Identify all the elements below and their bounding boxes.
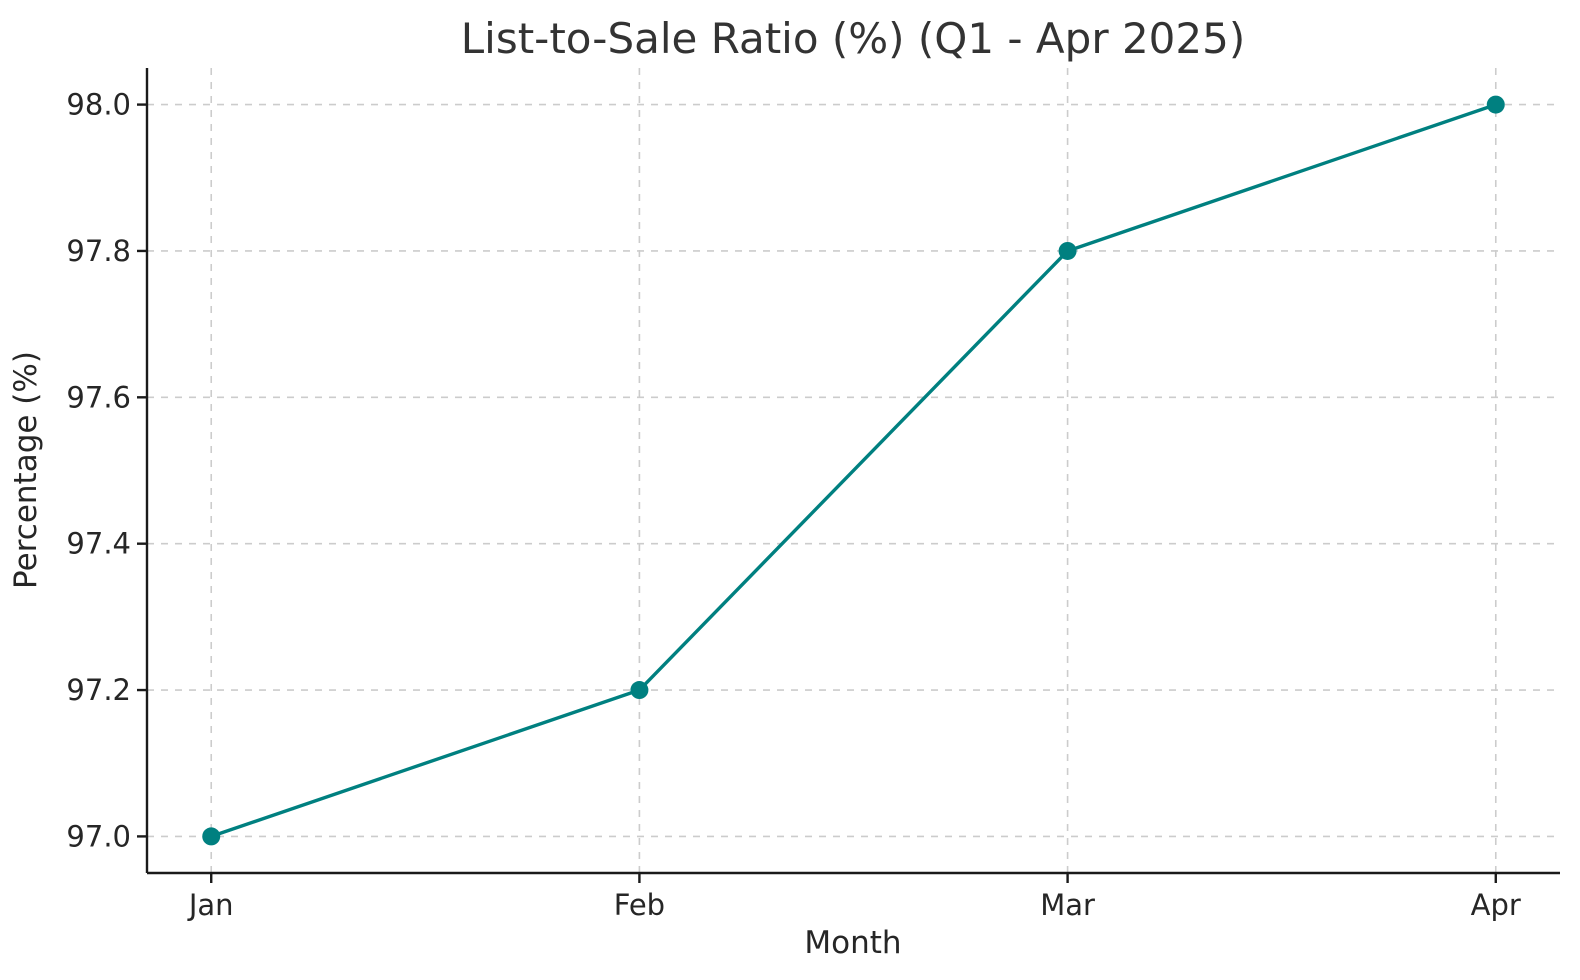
axes — [145, 68, 1560, 875]
x-tick-label: Mar — [1040, 888, 1095, 922]
tick-labels: 97.0 97.2 97.4 97.6 97.8 98.0 Jan Feb Mar Apr — [66, 88, 1521, 922]
x-tick-label: Jan — [187, 888, 234, 922]
data-point-marker — [1058, 241, 1077, 260]
tick-marks — [137, 103, 1497, 883]
y-tick-label: 97.0 — [66, 819, 131, 853]
y-tick-label: 97.2 — [66, 673, 131, 707]
data-point-marker — [1486, 95, 1505, 114]
data-series — [202, 95, 1505, 846]
x-tick-label: Apr — [1471, 888, 1521, 922]
y-tick-label: 97.4 — [66, 527, 131, 561]
y-axis-label: Percentage (%) — [8, 351, 44, 589]
x-tick-label: Feb — [614, 888, 665, 922]
gridlines — [147, 68, 1560, 873]
y-tick-label: 98.0 — [66, 88, 131, 122]
chart-title: List-to-Sale Ratio (%) (Q1 - Apr 2025) — [461, 14, 1245, 63]
x-axis-label: Month — [804, 925, 901, 961]
y-tick-label: 97.8 — [66, 234, 131, 268]
data-point-marker — [630, 681, 649, 700]
y-tick-label: 97.6 — [66, 380, 131, 414]
data-line — [209, 102, 1498, 839]
data-point-marker — [202, 827, 221, 846]
